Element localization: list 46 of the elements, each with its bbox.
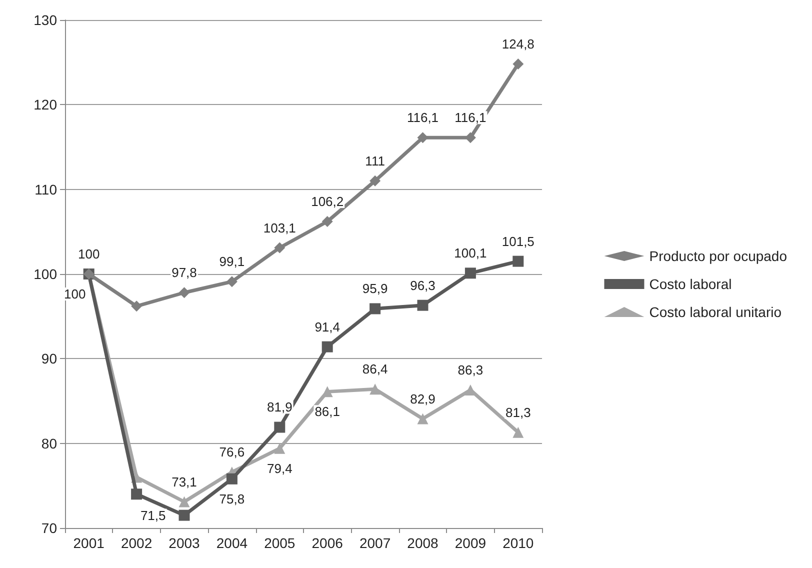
data-label: 100,1 (454, 246, 487, 261)
data-label: 86,3 (458, 362, 484, 378)
y-tick-label: 130 (34, 12, 58, 28)
data-label: 81,3 (505, 404, 531, 420)
data-label: 75,8 (219, 491, 245, 506)
y-tick-label: 90 (41, 350, 58, 367)
x-tick-label: 2003 (168, 535, 200, 551)
data-label: 79,4 (266, 460, 292, 476)
data-label: 71,5 (140, 508, 166, 523)
y-tick-label: 120 (34, 96, 58, 113)
data-label: 100 (64, 286, 86, 302)
x-tick-label: 2001 (73, 535, 105, 551)
data-label: 116,1 (454, 110, 486, 126)
legend-label: Producto por ocupado (649, 248, 788, 264)
data-label: 76,6 (219, 444, 245, 460)
x-tick-label: 2007 (359, 535, 391, 551)
data-label: 95,9 (362, 281, 388, 296)
x-tick-label: 2009 (454, 535, 486, 551)
x-tick-label: 2002 (120, 535, 152, 551)
data-label: 99,1 (219, 254, 245, 270)
y-tick-label: 80 (41, 435, 58, 452)
data-label: 101,5 (502, 234, 534, 249)
data-label: 124,8 (502, 36, 534, 52)
y-tick-label: 100 (34, 266, 58, 282)
y-tick-label: 110 (34, 181, 58, 198)
y-tick-label: 70 (41, 520, 58, 536)
data-label: 103,1 (263, 220, 296, 236)
data-label: 86,4 (362, 362, 388, 377)
data-label: 81,9 (266, 400, 292, 415)
x-tick-label: 2005 (264, 535, 296, 551)
data-label: 106,2 (311, 194, 344, 210)
data-label: 82,9 (410, 391, 436, 406)
data-label: 116,1 (406, 110, 439, 126)
data-label: 91,4 (314, 319, 340, 334)
data-label: 97,8 (172, 265, 197, 280)
data-label: 86,1 (314, 404, 340, 420)
x-tick-label: 2004 (216, 535, 248, 551)
x-tick-label: 2010 (502, 535, 534, 551)
data-label: 96,3 (410, 278, 436, 293)
data-label: 100 (78, 246, 100, 262)
data-label: 73,1 (172, 474, 197, 490)
x-tick-label: 2008 (407, 535, 439, 551)
legend-label: Costo laboral unitario (649, 304, 782, 320)
legend-label: Costo laboral (649, 276, 732, 292)
x-tick-label: 2006 (312, 535, 344, 551)
data-label: 111 (365, 153, 385, 168)
